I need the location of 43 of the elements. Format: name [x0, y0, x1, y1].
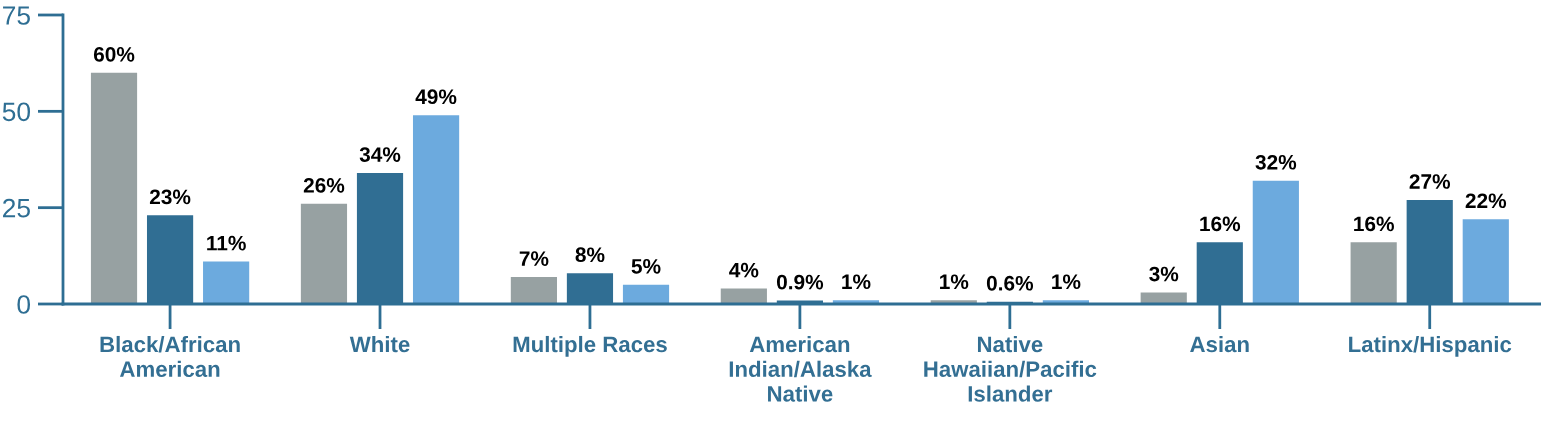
data-label: 7%	[519, 251, 549, 266]
data-label: 26%	[303, 178, 345, 193]
bar	[622, 284, 670, 304]
data-label: 60%	[93, 46, 135, 62]
data-label: 8%	[575, 247, 605, 263]
bar	[90, 72, 138, 304]
data-label: 1%	[940, 274, 969, 290]
data-label: 3%	[1149, 266, 1179, 282]
bar	[510, 277, 557, 304]
y-tick-label: 75	[3, 6, 30, 25]
bar	[1140, 292, 1187, 304]
data-label: 23%	[149, 189, 191, 205]
x-tick-label: Asian	[1190, 335, 1249, 353]
data-label: 11%	[207, 235, 246, 251]
data-label: 16%	[1354, 216, 1394, 232]
bar	[1350, 242, 1397, 304]
data-label: 27%	[1409, 174, 1451, 189]
data-label: 4%	[729, 262, 759, 278]
bar	[720, 288, 767, 304]
data-label: 0.6%	[986, 275, 1034, 291]
data-label: 1%	[842, 274, 871, 290]
data-label: 34%	[359, 147, 401, 162]
bar	[1252, 180, 1299, 304]
y-tick-label: 0	[17, 295, 31, 314]
x-tick-label: Multiple Races	[513, 335, 667, 357]
x-tick-label: Native Hawaiian/Pacific Islander	[924, 335, 1097, 402]
x-tick-label: Latinx/Hispanic	[1349, 335, 1512, 357]
x-tick-label: White	[349, 335, 410, 353]
data-label: 1%	[1052, 274, 1081, 290]
data-label: 22%	[1465, 193, 1507, 209]
data-label: 32%	[1255, 154, 1297, 170]
data-label: 5%	[631, 258, 661, 274]
x-tick-label: American Indian/Alaska Native	[729, 335, 872, 402]
data-label: 49%	[415, 89, 457, 105]
y-tick-label: 25	[3, 198, 30, 218]
x-tick-label: Black/African American	[100, 335, 240, 378]
y-tick-label: 50	[2, 102, 31, 122]
data-label: 16%	[1200, 216, 1241, 232]
bar	[300, 203, 348, 304]
bar	[203, 261, 250, 304]
bar	[412, 115, 460, 304]
bar	[1462, 219, 1509, 304]
data-label: 0.9%	[776, 274, 824, 290]
